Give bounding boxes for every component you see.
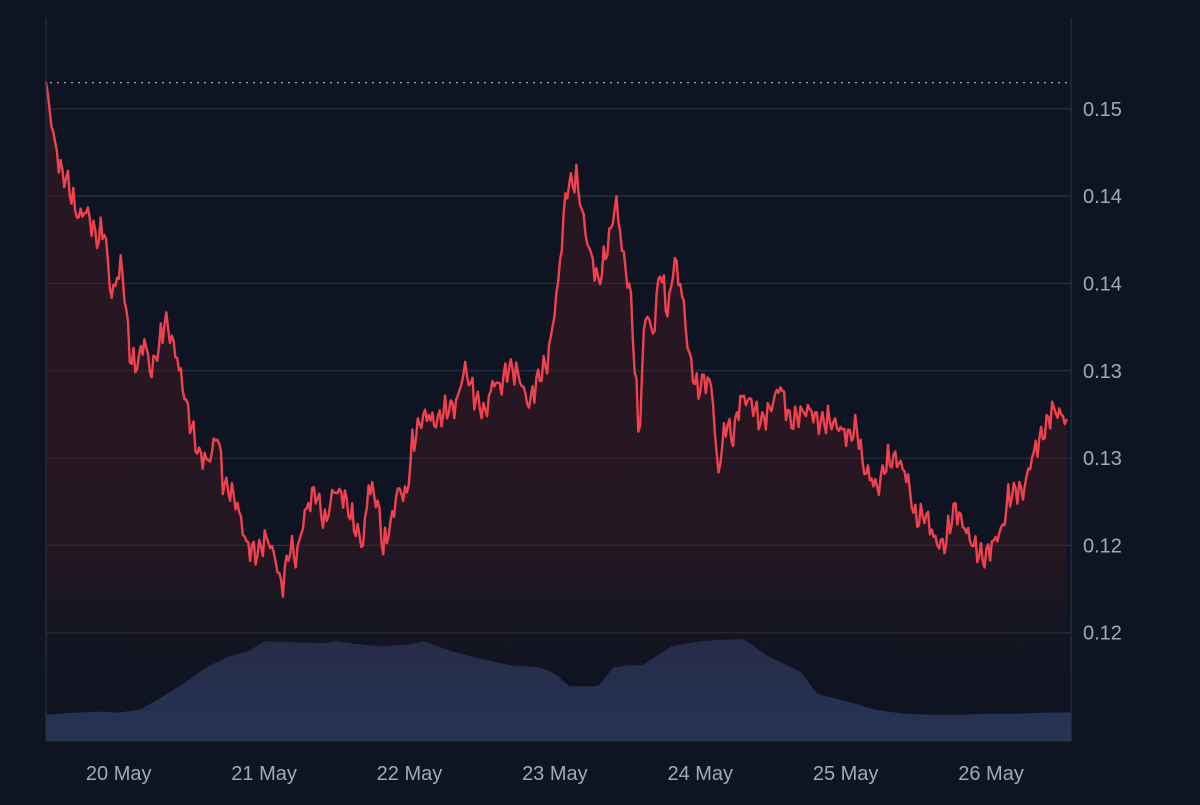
x-tick-label: 23 May: [522, 763, 588, 785]
price-area: [46, 82, 1067, 742]
x-tick-label: 20 May: [86, 763, 152, 785]
y-tick-label: 0.14: [1083, 273, 1122, 295]
y-tick-label: 0.12: [1083, 535, 1122, 557]
x-tick-label: 26 May: [958, 763, 1024, 785]
price-line: [44, 81, 1068, 598]
x-tick-label: 24 May: [667, 763, 733, 785]
y-tick-label: 0.15: [1083, 99, 1122, 121]
x-tick-label: 21 May: [231, 763, 297, 785]
y-tick-label: 0.13: [1083, 448, 1122, 470]
y-tick-label: 0.12: [1083, 623, 1122, 645]
x-tick-label: 22 May: [377, 763, 443, 785]
y-tick-label: 0.13: [1083, 361, 1122, 383]
y-tick-label: 0.14: [1083, 186, 1122, 208]
x-tick-label: 25 May: [813, 763, 879, 785]
